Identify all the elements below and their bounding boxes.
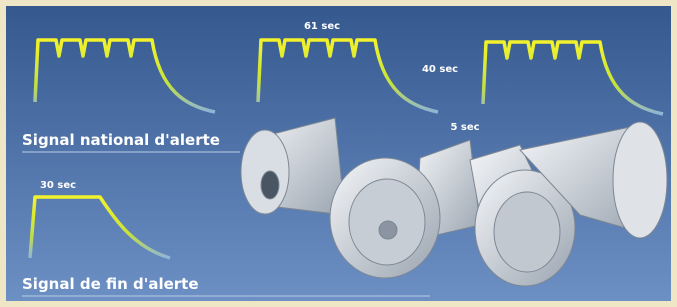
infographic: 61 sec 40 sec 5 sec Signal national d'al… [0, 0, 677, 307]
duration-label: 30 sec [40, 180, 76, 191]
page: {"signals": {"national": {"label": "Sign… [0, 0, 677, 307]
duration-label: 61 sec [304, 21, 340, 32]
duration-label: 40 sec [422, 64, 458, 75]
signal-label: Signal de fin d'alerte [22, 275, 199, 293]
duration-label: 5 sec [450, 122, 479, 133]
signal-label: Signal national d'alerte [22, 131, 220, 149]
